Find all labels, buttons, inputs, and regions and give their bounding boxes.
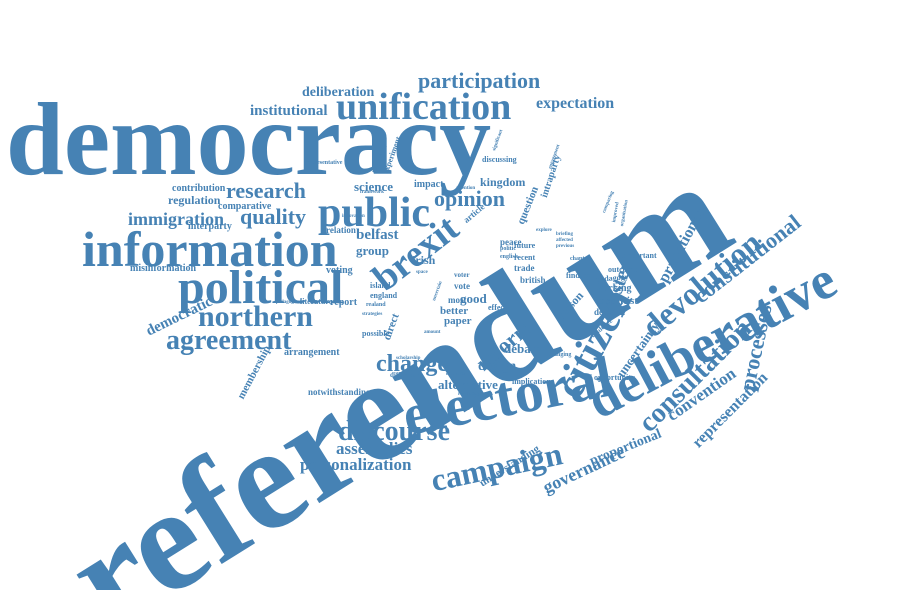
- word: strategies: [362, 312, 383, 317]
- word: northern: [198, 300, 313, 333]
- word: deliberation: [302, 85, 375, 100]
- word: outcome: [608, 265, 637, 274]
- word: belfast: [356, 227, 399, 243]
- word: group: [356, 243, 389, 258]
- word: english: [500, 254, 519, 260]
- word: impact: [414, 179, 444, 190]
- word: expectation: [536, 95, 615, 112]
- word: island: [370, 281, 391, 290]
- word: research: [226, 178, 306, 203]
- word: comparative: [218, 201, 272, 212]
- word: good: [460, 291, 487, 306]
- word: paper: [444, 315, 472, 327]
- word: important: [622, 251, 657, 260]
- word: agreement: [166, 325, 292, 356]
- word: change: [376, 351, 448, 377]
- word: trade: [514, 263, 535, 273]
- word: previous: [556, 244, 575, 249]
- word: representative: [306, 160, 343, 166]
- word: information: [82, 221, 338, 277]
- word: vote: [454, 281, 470, 291]
- word: institutional: [250, 103, 328, 119]
- word: alternative: [438, 377, 498, 392]
- word: affected: [556, 238, 573, 243]
- word: innovation: [342, 214, 365, 219]
- word: chapter: [570, 256, 590, 262]
- word: notwithstanding: [308, 387, 371, 397]
- word: opinion: [434, 186, 505, 211]
- word: assemblies: [336, 439, 413, 458]
- word: peace: [500, 237, 522, 247]
- word: possible: [362, 329, 390, 338]
- word: difference: [390, 371, 420, 379]
- word: implication: [512, 377, 551, 386]
- word: effect: [488, 303, 507, 312]
- word: arrangement: [284, 347, 340, 358]
- word: democracy: [6, 82, 492, 197]
- word: opportunity: [594, 373, 635, 382]
- word: interparty: [188, 221, 232, 232]
- word: literature: [300, 297, 333, 306]
- word: political: [178, 261, 344, 314]
- word: briefing: [556, 232, 573, 237]
- word: public: [318, 190, 431, 236]
- word: quality: [240, 204, 307, 229]
- word: contribution: [172, 183, 226, 194]
- word: regulation: [168, 193, 221, 207]
- word: recent: [514, 253, 536, 262]
- word: unification: [336, 86, 512, 128]
- word: amount: [424, 330, 441, 335]
- word: working: [596, 283, 632, 294]
- word: proportional: [587, 426, 664, 469]
- word: discourse: [338, 416, 450, 447]
- word: kingdom: [480, 175, 526, 189]
- word: discussing: [482, 155, 517, 164]
- word: changing: [548, 352, 572, 358]
- word: regulatory: [458, 392, 481, 397]
- word: design: [478, 359, 517, 374]
- word: voter: [454, 271, 470, 279]
- word: report: [330, 297, 358, 308]
- word: politic: [500, 246, 516, 252]
- word: relation: [326, 225, 356, 235]
- word: personalization: [300, 455, 412, 474]
- word: debate: [504, 341, 541, 356]
- word: space: [416, 270, 428, 275]
- word: finding: [566, 271, 591, 280]
- word: immigration: [128, 209, 224, 229]
- word: scientist: [600, 295, 638, 307]
- word: better: [440, 305, 469, 317]
- word: pedagogical: [276, 300, 302, 305]
- word: realand: [366, 302, 386, 308]
- word: significant: [492, 129, 505, 152]
- word: participation: [418, 68, 541, 93]
- word: most: [448, 295, 467, 305]
- word: misinformation: [130, 263, 197, 274]
- word: british: [520, 275, 546, 285]
- word: science: [354, 179, 393, 194]
- word: england: [370, 291, 398, 300]
- word: dimension: [446, 372, 468, 377]
- word: scholarship: [396, 356, 421, 361]
- word: explore: [536, 228, 552, 233]
- word: voting: [326, 265, 353, 276]
- word: decision: [594, 307, 626, 317]
- word: attention: [456, 186, 476, 191]
- word: irish: [412, 253, 436, 267]
- word: framework: [360, 190, 384, 195]
- word: future: [514, 241, 536, 250]
